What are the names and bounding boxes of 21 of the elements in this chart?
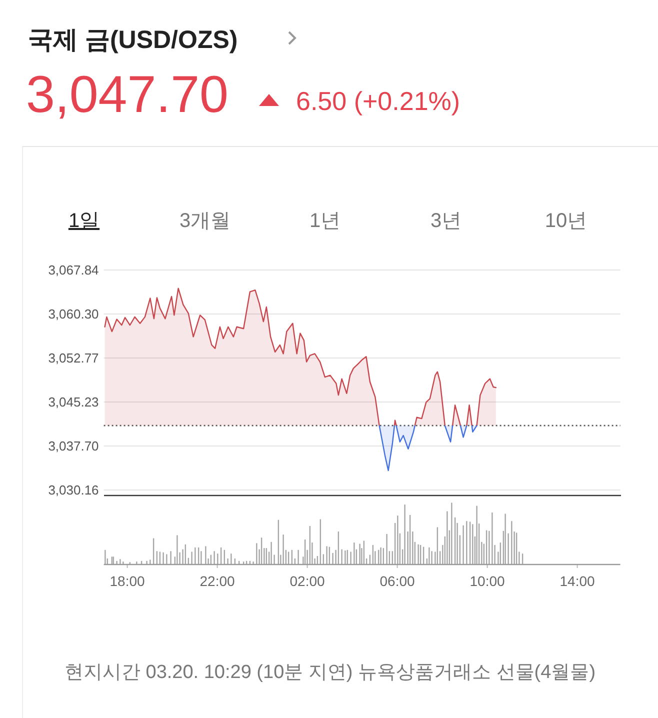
text: 3,047.70 — [26, 66, 228, 124]
x-tick-label: 18:00 — [110, 573, 146, 589]
text: 10년 — [544, 210, 588, 232]
text: 6.50 (+0.21%) — [296, 86, 460, 116]
text: 1일 — [68, 210, 100, 232]
x-tick-label: 02:00 — [290, 573, 326, 589]
y-tick-label: 3,037.70 — [48, 438, 99, 454]
x-tick-label: 10:00 — [470, 573, 506, 589]
text: 현지시간 03.20. 10:29 (10분 지연) 뉴욕상품거래소 선물(4월물) — [64, 662, 596, 683]
x-tick-label: 06:00 — [380, 573, 416, 589]
x-tick-label: 22:00 — [200, 573, 236, 589]
y-tick-label: 3,052.77 — [48, 350, 99, 366]
text: 1년 — [309, 210, 341, 232]
x-tick-label: 14:00 — [560, 573, 596, 589]
text: 3개월 — [179, 210, 231, 232]
y-tick-label: 3,060.30 — [48, 306, 99, 322]
chart-title: 국제 금(USD/OZS) — [28, 26, 238, 54]
y-tick-label: 3,045.23 — [48, 394, 99, 410]
text: 3년 — [430, 210, 462, 232]
y-tick-label: 3,030.16 — [48, 482, 99, 498]
y-tick-label: 3,067.84 — [48, 262, 99, 278]
